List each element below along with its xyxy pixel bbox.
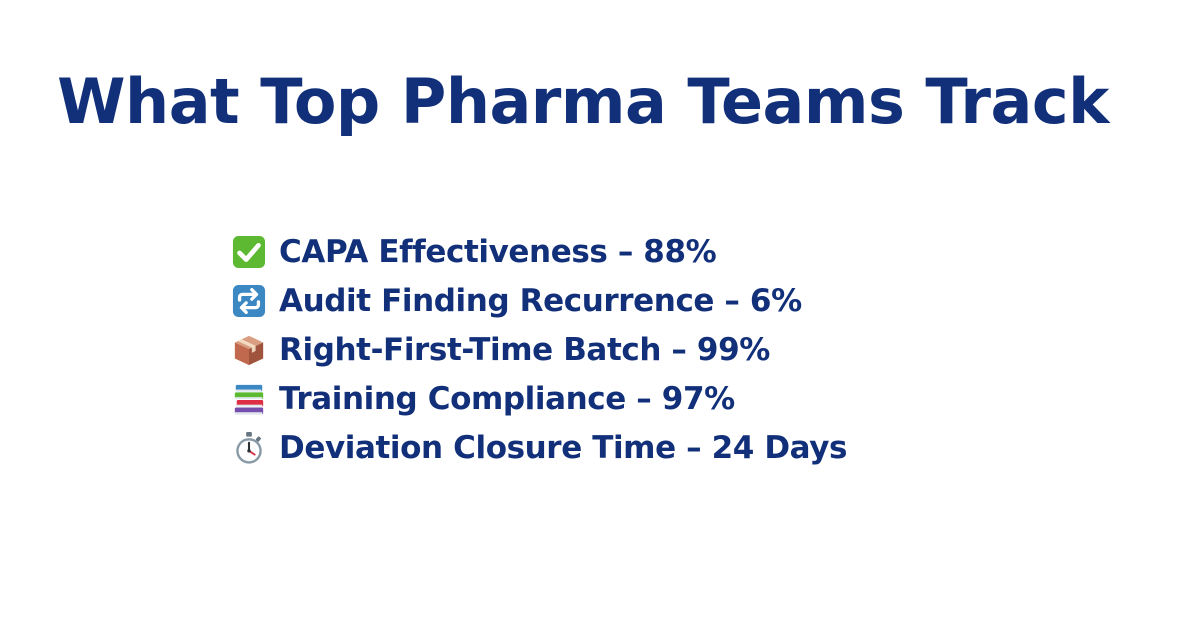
metric-item-right-first-time-batch: Right-First-Time Batch – 99% <box>232 325 847 374</box>
metrics-list: CAPA Effectiveness – 88% Audit Finding R… <box>232 227 847 472</box>
page-title: What Top Pharma Teams Track <box>57 65 1109 138</box>
metric-item-capa-effectiveness: CAPA Effectiveness – 88% <box>232 227 847 276</box>
check-mark-button-icon <box>232 233 270 271</box>
metric-label: Audit Finding Recurrence – 6% <box>279 282 802 319</box>
package-box-icon <box>232 331 270 369</box>
metric-label: Training Compliance – 97% <box>279 380 735 417</box>
metric-item-audit-finding-recurrence: Audit Finding Recurrence – 6% <box>232 276 847 325</box>
stopwatch-icon <box>232 429 270 467</box>
metric-label: Deviation Closure Time – 24 Days <box>279 429 848 466</box>
metric-label: CAPA Effectiveness – 88% <box>279 233 717 270</box>
metric-label: Right-First-Time Batch – 99% <box>279 331 770 368</box>
stack-of-books-icon <box>232 380 270 418</box>
repeat-arrows-icon <box>232 282 270 320</box>
metric-item-training-compliance: Training Compliance – 97% <box>232 374 847 423</box>
metric-item-deviation-closure-time: Deviation Closure Time – 24 Days <box>232 423 847 472</box>
